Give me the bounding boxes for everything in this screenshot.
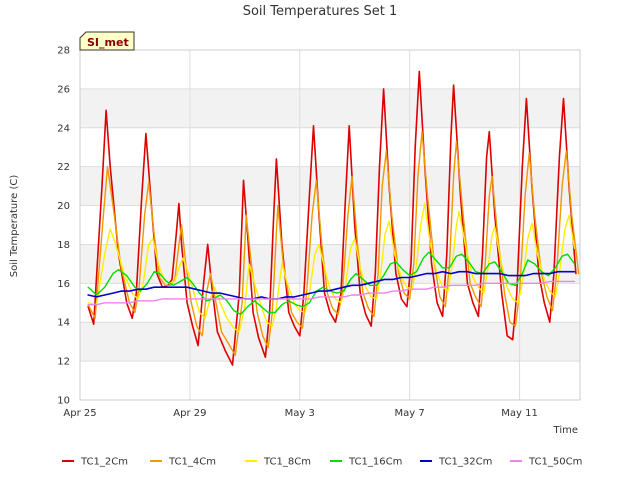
series-line-tc1-2cm [87, 70, 577, 366]
series-line-tc1-50cm [87, 280, 576, 306]
x-tick-label: May 3 [285, 408, 315, 419]
plot-band [80, 127, 580, 167]
series-lines [87, 70, 580, 366]
legend-label: TC1_4Cm [168, 457, 216, 468]
legend-item-tc1-32cm: TC1_32Cm [420, 457, 492, 468]
plot-band [80, 322, 580, 362]
legend-label: TC1_16Cm [348, 457, 402, 468]
chart-title: Soil Temperatures Set 1 [243, 4, 398, 19]
x-tick-label: May 7 [395, 408, 425, 419]
site-label-tag [79, 31, 135, 51]
legend-item-tc1-2cm: TC1_2Cm [62, 457, 128, 468]
site-label-text: SI_met [87, 36, 129, 49]
y-tick-label: 12 [57, 357, 70, 368]
y-axis-label: Soil Temperature (C) [9, 175, 20, 278]
legend-label: TC1_8Cm [263, 457, 311, 468]
plot-frame [79, 49, 581, 401]
y-tick-label: 20 [57, 201, 70, 212]
x-axis-ticks: Apr 25 Apr 29 May 3 May 7 May 11 [63, 408, 537, 419]
y-tick-label: 24 [57, 123, 70, 134]
series-line-tc1-16cm [87, 251, 576, 316]
y-tick-label: 26 [57, 84, 70, 95]
legend-label: TC1_2Cm [80, 457, 128, 468]
legend-label: TC1_32Cm [438, 457, 492, 468]
legend: TC1_2Cm TC1_4Cm TC1_8Cm TC1_16Cm TC1_32Cm TC1… [62, 457, 582, 468]
legend-item-tc1-50cm: TC1_50Cm [510, 457, 582, 468]
x-tick-label: May 11 [501, 408, 538, 419]
legend-item-tc1-4cm: TC1_4Cm [150, 457, 216, 468]
series-line-tc1-4cm [87, 130, 580, 356]
series-line-tc1-32cm [87, 270, 576, 300]
x-tick-label: Apr 29 [173, 408, 206, 419]
legend-item-tc1-16cm: TC1_16Cm [330, 457, 402, 468]
plot-band [80, 166, 580, 206]
y-tick-label: 10 [57, 396, 70, 407]
y-tick-label: 14 [57, 318, 70, 329]
plot-band [80, 50, 580, 89]
y-tick-label: 18 [57, 240, 70, 251]
plot-background [80, 50, 580, 400]
x-tick-label: Apr 25 [63, 408, 96, 419]
x-axis-label: Time [553, 425, 578, 436]
legend-label: TC1_50Cm [528, 457, 582, 468]
series-line-tc1-8cm [87, 202, 576, 333]
legend-item-tc1-8cm: TC1_8Cm [245, 457, 311, 468]
y-tick-label: 28 [57, 46, 70, 57]
plot-band [80, 88, 580, 128]
y-tick-label: 22 [57, 162, 70, 173]
y-tick-label: 16 [57, 279, 70, 290]
site-label-box: SI_met [79, 31, 135, 51]
plot-band [80, 361, 580, 400]
y-axis-ticks: 10 12 14 16 18 20 22 24 26 28 [57, 46, 70, 407]
